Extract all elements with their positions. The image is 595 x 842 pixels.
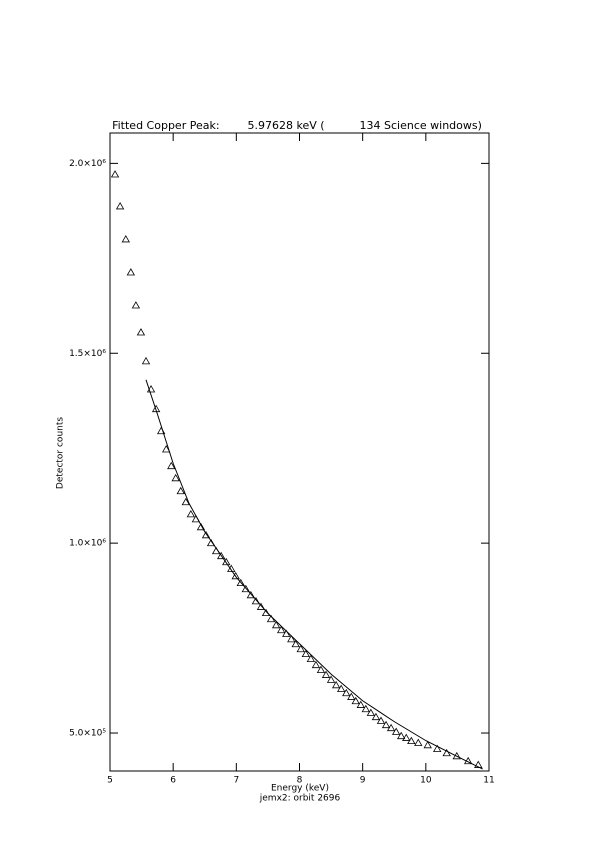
x-tick-label: 6 — [170, 776, 176, 786]
data-point — [391, 727, 401, 735]
data-point — [251, 596, 261, 605]
data-point — [356, 700, 365, 708]
data-point — [316, 665, 326, 674]
data-point — [271, 620, 281, 629]
data-point — [474, 760, 483, 768]
data-point — [326, 675, 336, 683]
data-point — [282, 629, 291, 637]
data-point — [171, 473, 180, 482]
data-point — [442, 748, 451, 757]
chart-title: Fitted Copper Peak: 5.97628 keV ( 134 Sc… — [112, 119, 482, 132]
data-point — [397, 731, 406, 740]
data-point — [241, 584, 250, 593]
data-point — [311, 660, 321, 669]
data-point — [433, 744, 442, 752]
data-point — [407, 736, 416, 745]
data-point — [331, 680, 341, 689]
data-point — [181, 497, 190, 506]
data-point — [276, 625, 286, 634]
y-axis-label: Detector counts — [56, 417, 66, 489]
y-tick-label: 2.0×10⁶ — [69, 159, 106, 169]
data-point — [337, 684, 346, 692]
data-point — [162, 445, 171, 453]
x-tick-label: 11 — [483, 776, 494, 786]
data-point — [402, 733, 411, 741]
data-point — [366, 708, 376, 716]
data-point — [126, 268, 136, 276]
data-point — [423, 740, 432, 749]
data-point — [231, 571, 240, 580]
data-point — [342, 688, 351, 697]
data-point — [216, 551, 226, 560]
data-point — [186, 509, 196, 518]
data-point — [236, 578, 245, 587]
y-tick-label: 5.0×10⁵ — [69, 729, 106, 739]
x-tick-label: 9 — [360, 776, 366, 786]
data-point — [347, 692, 356, 700]
data-point — [296, 644, 305, 653]
fit-line — [145, 379, 483, 770]
data-point — [301, 649, 311, 658]
x-tick-label: 5 — [107, 776, 113, 786]
data-point — [121, 235, 130, 243]
data-point — [115, 201, 125, 210]
y-tick-label: 1.5×10⁶ — [69, 349, 106, 359]
data-point — [201, 530, 211, 539]
data-point — [321, 670, 331, 678]
data-point — [291, 639, 300, 648]
x-axis-label: Energy (keV) — [271, 784, 329, 794]
data-point — [351, 696, 360, 705]
data-point — [371, 712, 381, 721]
data-point — [141, 356, 151, 365]
subtitle: jemx2: orbit 2696 — [259, 794, 341, 804]
data-point — [136, 328, 146, 336]
x-tick-label: 7 — [233, 776, 239, 786]
data-point — [176, 486, 185, 495]
y-tick-label: 1.0×10⁶ — [69, 539, 106, 549]
data-point — [167, 461, 176, 470]
data-point — [227, 564, 236, 572]
data-point — [246, 590, 256, 599]
x-tick-label: 10 — [420, 776, 432, 786]
data-point — [110, 170, 120, 178]
data-point — [386, 723, 396, 732]
data-point — [306, 654, 316, 662]
data-point — [287, 634, 296, 643]
data-point — [376, 716, 386, 724]
x-tick-label: 8 — [297, 776, 303, 786]
data-point — [414, 738, 423, 746]
data-point — [222, 557, 231, 566]
data-point — [196, 522, 206, 531]
data-point — [361, 704, 371, 713]
data-point — [131, 301, 141, 309]
data-point — [256, 602, 266, 610]
data-point — [381, 720, 391, 729]
